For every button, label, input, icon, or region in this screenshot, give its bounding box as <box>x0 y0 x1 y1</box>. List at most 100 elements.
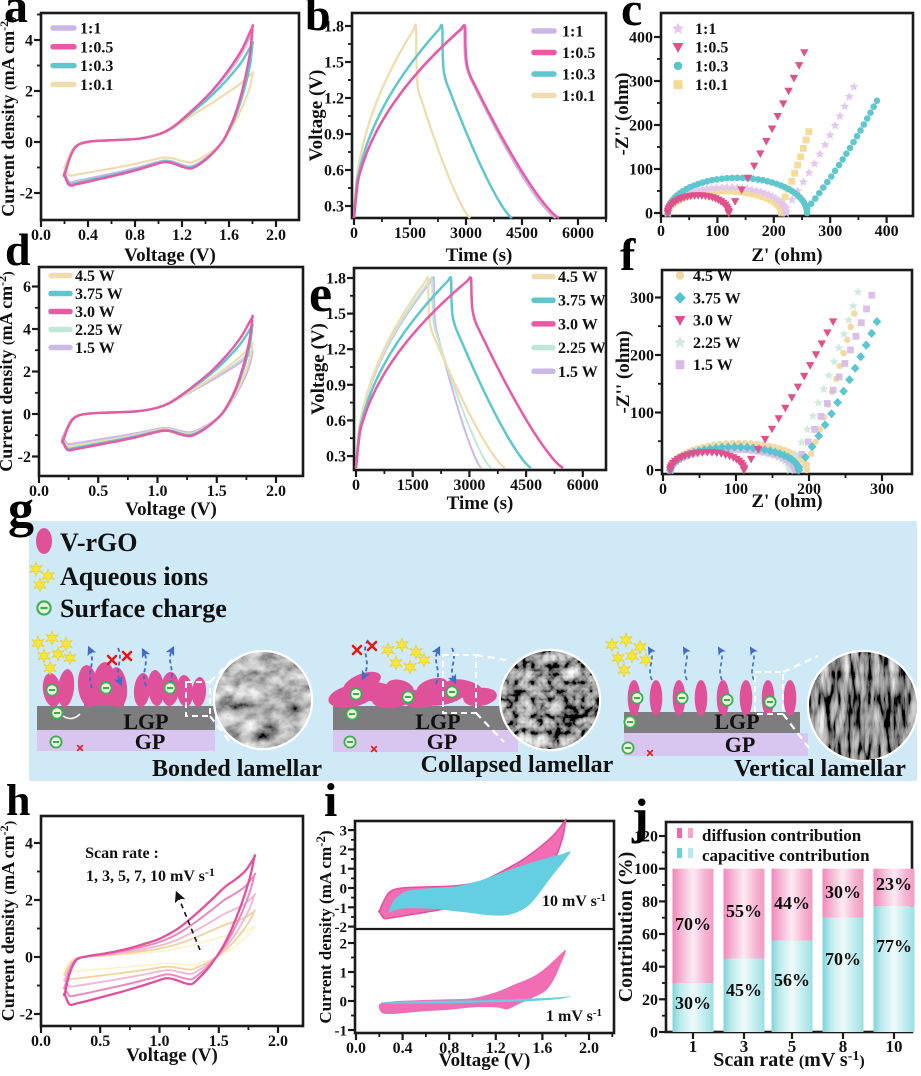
svg-text:77%: 77% <box>876 936 912 956</box>
svg-text:400: 400 <box>875 223 899 240</box>
svg-text:-2: -2 <box>20 186 33 203</box>
svg-text:-Z'' (ohm): -Z'' (ohm) <box>613 331 634 414</box>
svg-text:1.6: 1.6 <box>219 227 239 244</box>
svg-text:capacitive contribution: capacitive contribution <box>702 846 870 865</box>
svg-text:0.0: 0.0 <box>29 483 49 500</box>
svg-text:4: 4 <box>25 33 33 50</box>
svg-text:1:1: 1:1 <box>80 21 101 38</box>
svg-text:2.0: 2.0 <box>266 483 286 500</box>
svg-text:1:0.5: 1:0.5 <box>80 39 113 56</box>
svg-text:GP: GP <box>135 729 166 754</box>
svg-text:-1: -1 <box>335 901 348 917</box>
svg-text:2: 2 <box>25 893 33 910</box>
svg-text:f: f <box>620 229 636 280</box>
svg-text:1.5 W: 1.5 W <box>558 364 598 381</box>
svg-text:2.25 W: 2.25 W <box>558 340 606 357</box>
svg-text:Contribution (%): Contribution (%) <box>615 852 637 1003</box>
svg-text:3.75 W: 3.75 W <box>75 286 123 303</box>
svg-text:-Z'' (ohm): -Z'' (ohm) <box>612 73 633 156</box>
svg-text:1:1: 1:1 <box>695 21 716 38</box>
svg-text:3.0 W: 3.0 W <box>75 304 115 321</box>
svg-text:2: 2 <box>340 843 348 859</box>
svg-text:1:0.5: 1:0.5 <box>562 45 595 62</box>
svg-text:200: 200 <box>762 223 786 240</box>
svg-text:Bonded lamellar: Bonded lamellar <box>152 756 322 782</box>
svg-text:6000: 6000 <box>567 477 599 494</box>
svg-text:100: 100 <box>630 405 654 422</box>
svg-text:Voltage (V): Voltage (V) <box>306 70 327 162</box>
svg-text:10: 10 <box>886 1037 903 1056</box>
svg-text:80: 80 <box>642 894 658 911</box>
svg-text:0.3: 0.3 <box>326 449 346 466</box>
svg-text:LGP: LGP <box>714 709 759 734</box>
svg-text:1:0.3: 1:0.3 <box>562 67 595 84</box>
svg-text:1 mV s-1: 1 mV s-1 <box>546 1007 602 1025</box>
svg-text:1.5: 1.5 <box>209 1033 229 1050</box>
svg-text:Aqueous ions: Aqueous ions <box>60 562 208 591</box>
svg-text:1: 1 <box>689 1037 698 1056</box>
svg-text:1500: 1500 <box>397 477 429 494</box>
svg-text:GP: GP <box>725 732 756 757</box>
svg-text:0.6: 0.6 <box>326 413 346 430</box>
svg-text:4.5 W: 4.5 W <box>75 268 115 285</box>
svg-text:1.5: 1.5 <box>207 483 227 500</box>
svg-text:c: c <box>621 0 642 36</box>
svg-text:0: 0 <box>645 206 653 223</box>
svg-text:0.0: 0.0 <box>31 1033 51 1050</box>
svg-text:3.75 W: 3.75 W <box>693 290 741 307</box>
svg-text:0.9: 0.9 <box>324 127 344 144</box>
svg-text:10 mV s-1: 10 mV s-1 <box>542 892 606 910</box>
svg-text:GP: GP <box>427 729 458 754</box>
svg-text:Scan rate :: Scan rate : <box>85 845 159 862</box>
svg-text:diffusion contribution: diffusion contribution <box>702 826 862 845</box>
svg-text:1:0.1: 1:0.1 <box>695 77 728 94</box>
svg-text:1.0: 1.0 <box>148 483 168 500</box>
svg-text:1.5: 1.5 <box>326 306 346 323</box>
svg-text:0.9: 0.9 <box>326 377 346 394</box>
svg-text:Current density (mA cm-2): Current density (mA cm-2) <box>0 16 18 217</box>
svg-text:300: 300 <box>870 481 894 498</box>
svg-text:3: 3 <box>340 824 348 840</box>
svg-text:1.0: 1.0 <box>150 1033 170 1050</box>
svg-text:2: 2 <box>25 84 33 101</box>
svg-text:1.5: 1.5 <box>324 55 344 72</box>
svg-text:200: 200 <box>797 481 821 498</box>
svg-text:Z' (ohm): Z' (ohm) <box>751 491 822 512</box>
svg-text:0.4: 0.4 <box>78 227 98 244</box>
svg-text:1:1: 1:1 <box>562 24 583 41</box>
svg-text:0.0: 0.0 <box>346 1040 366 1057</box>
svg-text:Vertical lamellar: Vertical lamellar <box>734 756 906 782</box>
svg-text:Current density (mA cm-2): Current density (mA cm-2) <box>0 271 16 472</box>
svg-text:2.0: 2.0 <box>266 227 286 244</box>
svg-text:300: 300 <box>818 223 842 240</box>
svg-text:1:0.5: 1:0.5 <box>695 40 728 57</box>
svg-text:100: 100 <box>629 162 653 179</box>
svg-text:Current density (mA cm-2): Current density (mA cm-2) <box>313 830 335 1023</box>
svg-text:Collapsed lamellar: Collapsed lamellar <box>421 752 614 778</box>
svg-text:0: 0 <box>646 463 654 480</box>
svg-text:0: 0 <box>340 995 348 1011</box>
svg-text:30%: 30% <box>675 993 711 1013</box>
svg-text:1:0.1: 1:0.1 <box>80 77 113 94</box>
svg-text:d: d <box>5 224 31 275</box>
svg-text:0: 0 <box>352 477 360 494</box>
svg-text:j: j <box>631 788 649 844</box>
svg-text:60: 60 <box>642 927 658 944</box>
svg-text:1.5 W: 1.5 W <box>75 340 115 357</box>
svg-text:0.4: 0.4 <box>393 1040 413 1057</box>
svg-text:a: a <box>4 0 28 33</box>
svg-text:Current density (mA cm-2): Current density (mA cm-2) <box>0 820 18 1021</box>
svg-text:2: 2 <box>340 937 348 953</box>
svg-text:-2: -2 <box>20 1007 33 1024</box>
svg-text:0.5: 0.5 <box>90 1033 110 1050</box>
svg-text:20: 20 <box>642 992 658 1009</box>
svg-text:e: e <box>309 266 332 323</box>
svg-text:6000: 6000 <box>562 225 594 242</box>
svg-text:i: i <box>324 774 337 827</box>
svg-text:1.6: 1.6 <box>532 1040 552 1057</box>
svg-text:1.2: 1.2 <box>486 1040 506 1057</box>
svg-text:0.8: 0.8 <box>439 1040 459 1057</box>
svg-text:Voltage (V): Voltage (V) <box>124 245 216 266</box>
svg-text:100: 100 <box>705 223 729 240</box>
svg-text:0: 0 <box>23 407 31 424</box>
